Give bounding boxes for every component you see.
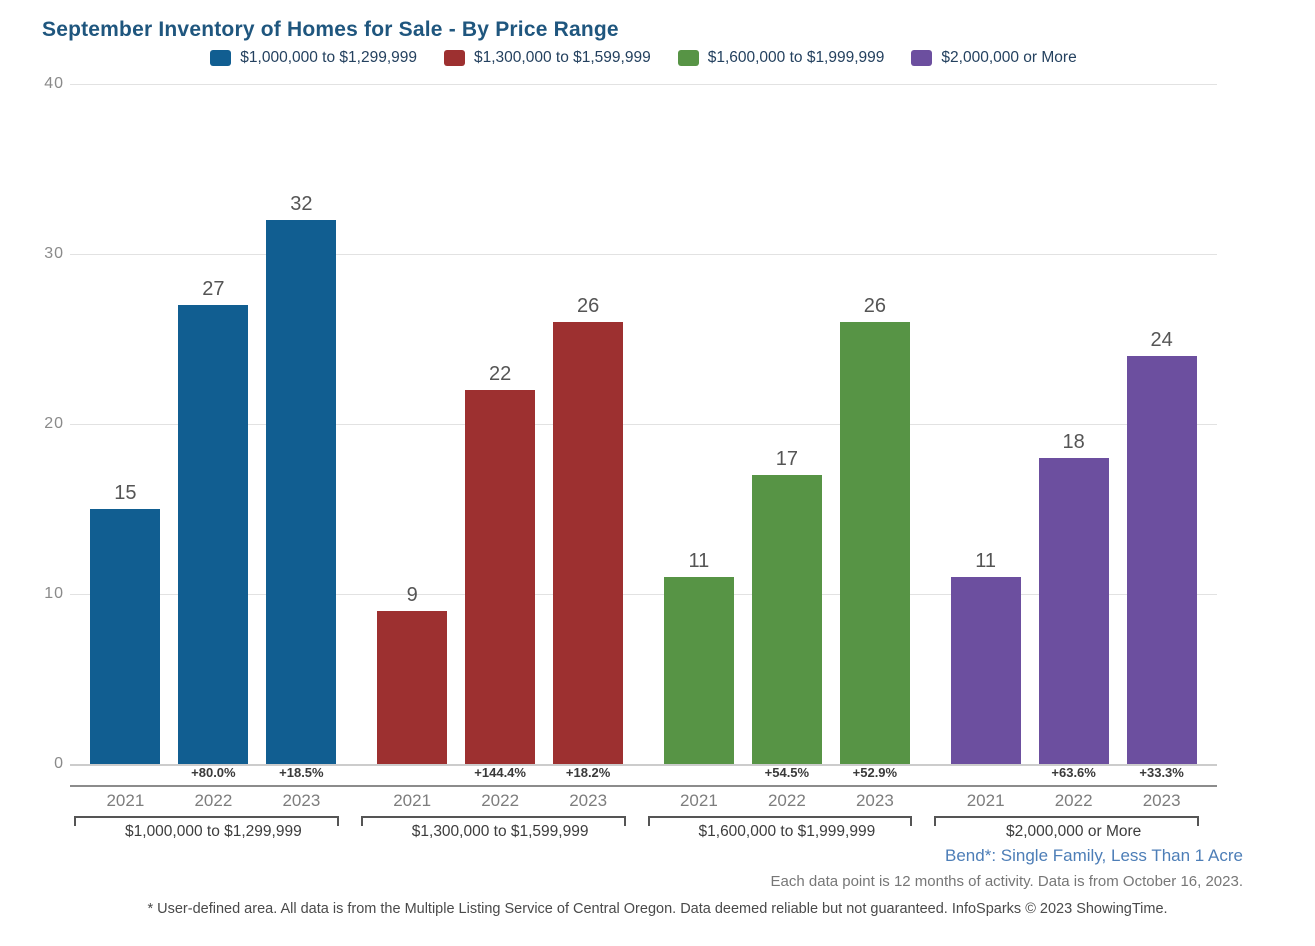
bar-value-label: 27 xyxy=(202,278,225,300)
pct-change-label: +80.0% xyxy=(191,765,236,780)
pct-change-label: +18.5% xyxy=(279,765,324,780)
x-axis-year-label: 2023 xyxy=(855,791,894,810)
disclaimer: * User-defined area. All data is from th… xyxy=(147,901,1168,917)
y-axis-tick-label: 30 xyxy=(44,245,64,262)
pct-change-label: +18.2% xyxy=(565,765,611,780)
bar[interactable] xyxy=(266,220,337,764)
legend-item: $1,600,000 to $1,999,999 xyxy=(677,49,885,67)
x-axis-year-label: 2023 xyxy=(282,791,321,810)
gridline xyxy=(70,594,1217,595)
area-label: Bend*: Single Family, Less Than 1 Acre xyxy=(945,846,1243,865)
bar[interactable] xyxy=(1038,458,1109,764)
group-bracket xyxy=(360,816,626,826)
chart-title: September Inventory of Homes for Sale - … xyxy=(42,18,619,41)
legend-item-label: $2,000,000 or More xyxy=(941,49,1077,66)
legend-item: $2,000,000 or More xyxy=(911,49,1077,67)
bar[interactable] xyxy=(950,577,1021,764)
gridline xyxy=(70,84,1217,85)
x-axis-year-label: 2023 xyxy=(1142,791,1181,810)
bar[interactable] xyxy=(178,305,249,764)
bar[interactable] xyxy=(1126,356,1197,764)
bar-value-label: 9 xyxy=(406,584,418,606)
x-axis-year-label: 2021 xyxy=(966,791,1005,810)
bar-value-label: 22 xyxy=(489,363,512,385)
x-axis-year-label: 2021 xyxy=(393,791,432,810)
bar-value-label: 11 xyxy=(975,550,996,572)
bar-value-label: 26 xyxy=(863,295,886,317)
group-price-range-label: $1,600,000 to $1,999,999 xyxy=(698,823,876,840)
bar-value-label: 24 xyxy=(1150,329,1173,351)
legend-swatch-icon xyxy=(210,50,232,66)
gridline xyxy=(70,424,1217,425)
x-axis-year-label: 2022 xyxy=(194,791,233,810)
group-price-range-label: $1,000,000 to $1,299,999 xyxy=(125,823,302,840)
bar[interactable] xyxy=(751,475,822,764)
pct-change-label: +144.4% xyxy=(474,765,526,780)
x-axis-year-label: 2022 xyxy=(481,791,520,810)
pct-change-label: +63.6% xyxy=(1051,765,1096,780)
y-axis-tick-label: 0 xyxy=(54,755,64,772)
legend-item: $1,300,000 to $1,599,999 xyxy=(444,49,651,67)
group-bracket xyxy=(74,816,339,826)
x-axis-year-label: 2022 xyxy=(1054,791,1093,810)
axis-separator-line xyxy=(70,785,1217,787)
x-axis-year-label: 2021 xyxy=(106,791,145,810)
bar[interactable] xyxy=(90,509,161,764)
bar[interactable] xyxy=(553,322,624,764)
legend-item: $1,000,000 to $1,299,999 xyxy=(210,49,417,67)
pct-change-label: +33.3% xyxy=(1139,765,1184,780)
bar-value-label: 18 xyxy=(1062,431,1085,453)
group-bracket xyxy=(934,816,1199,826)
legend-item-label: $1,300,000 to $1,599,999 xyxy=(474,49,651,66)
bar-value-label: 17 xyxy=(775,448,798,470)
bar[interactable] xyxy=(377,611,448,764)
x-axis-line xyxy=(70,764,1217,766)
group-bracket xyxy=(647,816,913,826)
legend-swatch-icon xyxy=(911,50,933,66)
x-axis-year-label: 2022 xyxy=(767,791,806,810)
legend-item-label: $1,000,000 to $1,299,999 xyxy=(240,49,417,66)
legend-item-label: $1,600,000 to $1,999,999 xyxy=(707,49,885,66)
group-price-range-label: $2,000,000 or More xyxy=(1005,823,1142,840)
y-axis-tick-label: 20 xyxy=(44,415,64,432)
legend-swatch-icon xyxy=(444,50,465,66)
bar-value-label: 15 xyxy=(114,482,137,504)
chart-legend: $1,000,000 to $1,299,999 $1,300,000 to $1… xyxy=(70,49,1217,67)
bar[interactable] xyxy=(839,322,910,764)
y-axis-tick-label: 10 xyxy=(44,585,64,602)
y-axis-tick-label: 40 xyxy=(44,75,64,92)
pct-change-label: +54.5% xyxy=(764,765,810,780)
bar-value-label: 11 xyxy=(688,550,710,572)
group-price-range-label: $1,300,000 to $1,599,999 xyxy=(411,823,589,840)
legend-swatch-icon xyxy=(677,50,699,66)
x-axis-year-label: 2023 xyxy=(569,791,608,810)
pct-change-label: +52.9% xyxy=(852,765,898,780)
bar[interactable] xyxy=(465,390,536,764)
x-axis-year-label: 2021 xyxy=(679,791,718,810)
data-note: Each data point is 12 months of activity… xyxy=(770,873,1243,890)
bar-value-label: 26 xyxy=(577,295,600,317)
bar[interactable] xyxy=(663,577,734,764)
bar-value-label: 32 xyxy=(290,193,313,215)
gridline xyxy=(70,254,1217,255)
